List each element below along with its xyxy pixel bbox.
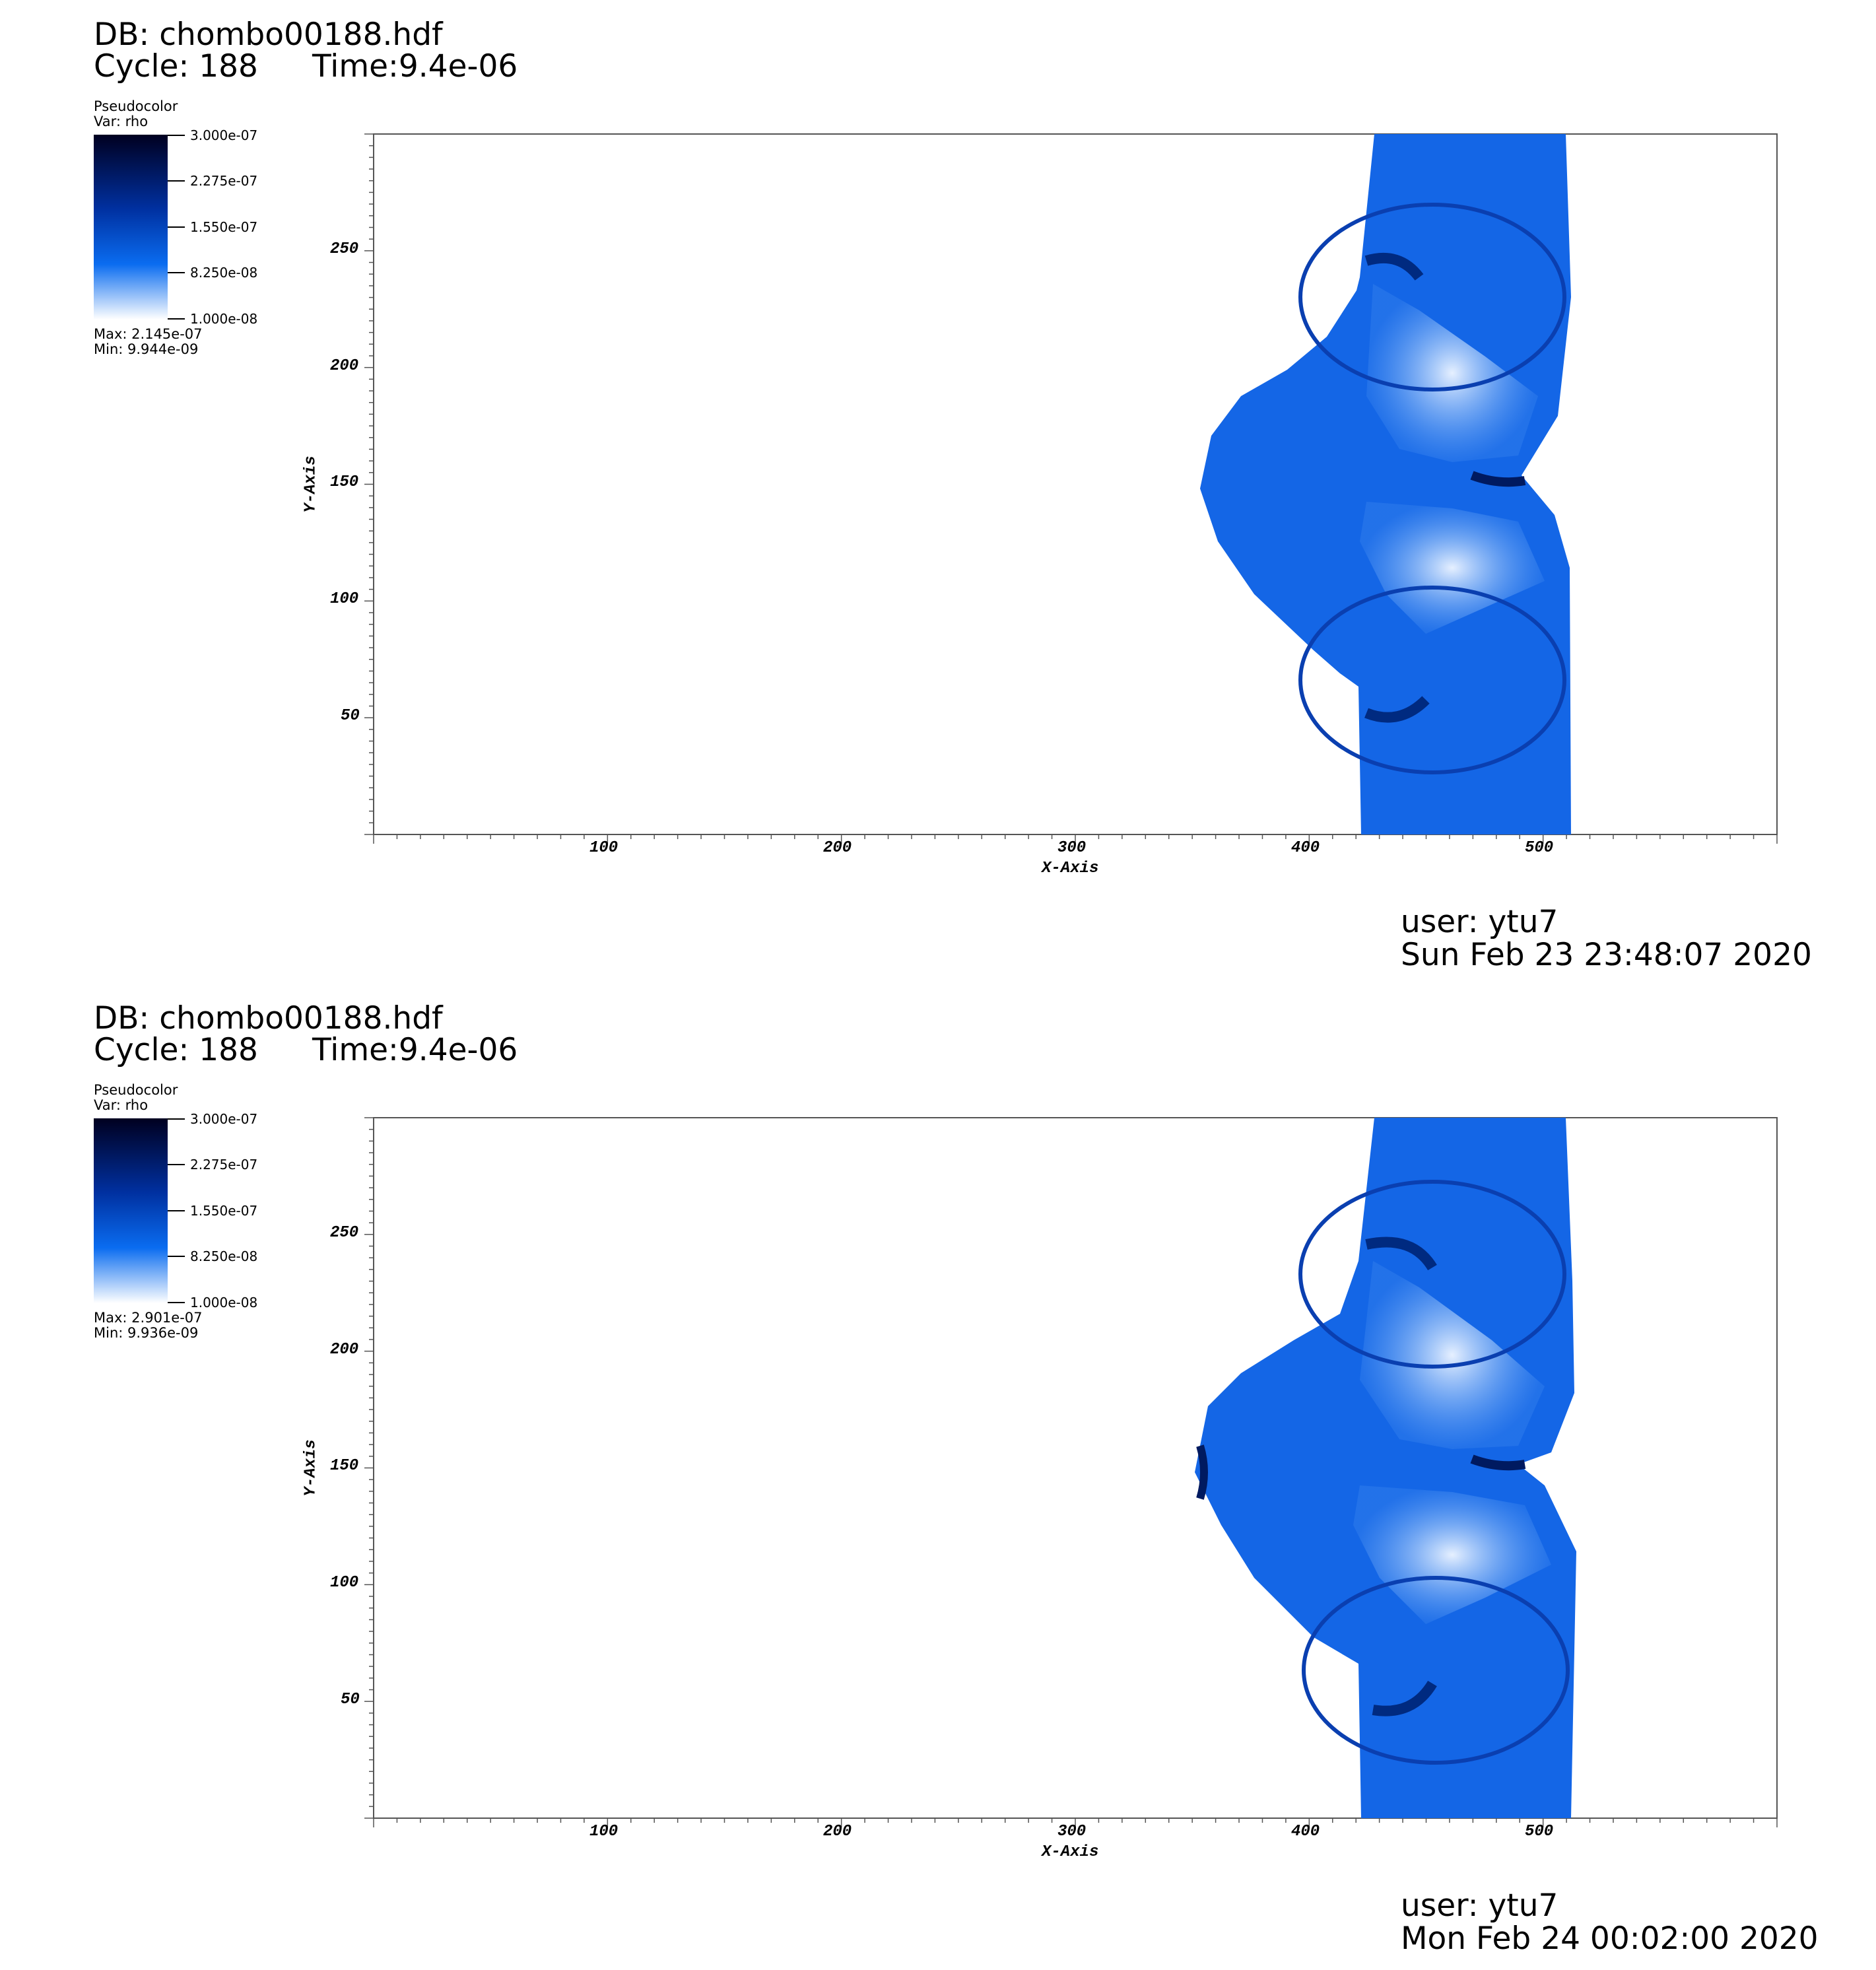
density-field xyxy=(1200,134,1571,834)
plot-svg-2 xyxy=(94,1117,1778,1827)
legend-title: Pseudocolor xyxy=(94,1082,178,1098)
y-tick-label: 150 xyxy=(330,1457,359,1475)
date-label: Sun Feb 23 23:48:07 2020 xyxy=(1401,937,1812,973)
upper-bow xyxy=(1298,203,1566,391)
y-tick-label: 200 xyxy=(330,1341,359,1359)
y-tick-label: 150 xyxy=(330,473,359,491)
upper-bow xyxy=(1298,1180,1566,1369)
x-tick-label: 400 xyxy=(1291,839,1320,857)
visit-plot-panel-1: DB: chombo00188.hdf Cycle: 188 Time:9.4e… xyxy=(0,0,1876,984)
x-tick-label: 200 xyxy=(823,1823,852,1841)
colorbar-ticks xyxy=(168,135,185,320)
dense-filament-lower xyxy=(1364,696,1430,723)
shock-region xyxy=(1200,134,1571,834)
x-tick-label: 500 xyxy=(1525,839,1554,857)
dense-filament-upper xyxy=(1364,252,1424,281)
y-tick-label: 50 xyxy=(341,707,360,725)
colorbar xyxy=(94,135,168,320)
x-tick-label: 100 xyxy=(589,1823,619,1841)
visit-plot-panel-2: DB: chombo00188.hdf Cycle: 188 Time:9.4e… xyxy=(0,984,1876,1967)
legend-title: Pseudocolor xyxy=(94,98,178,114)
date-label: Mon Feb 24 00:02:00 2020 xyxy=(1401,1920,1819,1957)
colorbar-ticks xyxy=(168,1118,185,1303)
y-tick-label: 100 xyxy=(330,590,359,608)
y-tick-label: 250 xyxy=(330,1224,359,1242)
dense-jet xyxy=(1470,471,1526,487)
dense-jet xyxy=(1470,1454,1526,1471)
legend-var: Var: rho xyxy=(94,114,149,129)
lower-bow xyxy=(1302,1576,1570,1765)
y-axis-title: Y-Axis xyxy=(302,456,320,513)
colorbar-tick-label: 2.275e-07 xyxy=(190,173,258,189)
light-region-upper xyxy=(1366,284,1538,462)
dense-tip xyxy=(1196,1444,1208,1500)
colorbar-tick-label: 1.550e-07 xyxy=(190,219,258,235)
colorbar-tick-label: 8.250e-08 xyxy=(190,265,258,281)
colorbar-tick-label: 3.000e-07 xyxy=(190,1111,258,1127)
shock-region xyxy=(1195,1118,1576,1818)
db-title: DB: chombo00188.hdf xyxy=(94,1000,443,1036)
time-label: Time:9.4e-06 xyxy=(312,1032,518,1068)
time-label: Time:9.4e-06 xyxy=(312,48,518,85)
y-tick-label: 50 xyxy=(341,1691,360,1709)
colorbar xyxy=(94,1118,168,1303)
dense-filament-upper xyxy=(1365,1237,1437,1271)
y-tick-label: 100 xyxy=(330,1574,359,1592)
min-label: Min: 9.944e-09 xyxy=(94,341,199,357)
y-tick-label: 200 xyxy=(330,357,359,375)
min-label: Min: 9.936e-09 xyxy=(94,1325,199,1341)
density-field xyxy=(1195,1118,1576,1818)
colorbar-tick-label: 1.550e-07 xyxy=(190,1203,258,1219)
x-tick-label: 300 xyxy=(1057,839,1087,857)
light-region-upper xyxy=(1360,1261,1545,1449)
max-label: Max: 2.145e-07 xyxy=(94,326,203,342)
user-label: user: ytu7 xyxy=(1401,1887,1558,1924)
y-axis-title: Y-Axis xyxy=(302,1439,320,1497)
y-tick-label: 250 xyxy=(330,240,359,258)
x-tick-label: 300 xyxy=(1057,1823,1087,1841)
colorbar-tick-label: 3.000e-07 xyxy=(190,127,258,143)
x-axis-title: X-Axis xyxy=(1042,1843,1099,1861)
dense-filament-lower xyxy=(1372,1680,1437,1716)
colorbar-tick-label: 8.250e-08 xyxy=(190,1248,258,1264)
plot-svg-1 xyxy=(94,133,1778,844)
x-tick-label: 500 xyxy=(1525,1823,1554,1841)
colorbar-tick-label: 1.000e-08 xyxy=(190,1295,258,1310)
x-axis-title: X-Axis xyxy=(1042,860,1099,877)
x-tick-label: 100 xyxy=(589,839,619,857)
lower-bow xyxy=(1298,586,1566,774)
max-label: Max: 2.901e-07 xyxy=(94,1310,203,1326)
db-title: DB: chombo00188.hdf xyxy=(94,17,443,53)
minor-ticks xyxy=(364,133,1778,844)
user-label: user: ytu7 xyxy=(1401,904,1558,940)
minor-ticks xyxy=(364,1117,1778,1827)
colorbar-tick-label: 1.000e-08 xyxy=(190,311,258,327)
legend-var: Var: rho xyxy=(94,1097,149,1113)
cycle-label: Cycle: 188 xyxy=(94,1032,258,1068)
x-tick-label: 200 xyxy=(823,839,852,857)
cycle-label: Cycle: 188 xyxy=(94,48,258,85)
x-tick-label: 400 xyxy=(1291,1823,1320,1841)
colorbar-tick-label: 2.275e-07 xyxy=(190,1157,258,1172)
